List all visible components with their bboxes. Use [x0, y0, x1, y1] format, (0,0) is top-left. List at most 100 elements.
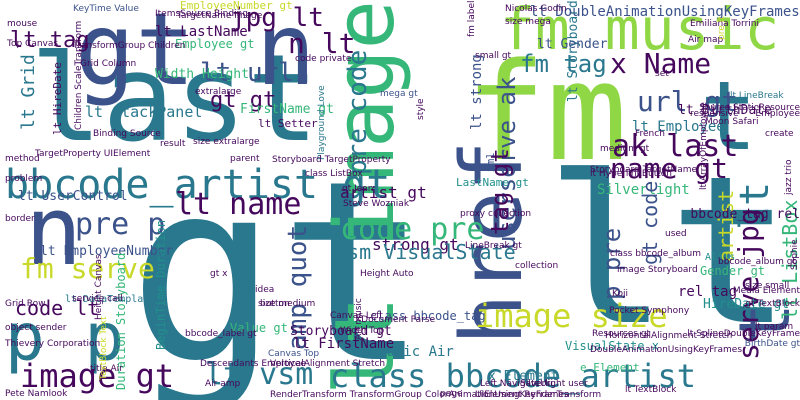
cloud-word: bbcode_album gt: [718, 257, 796, 267]
cloud-word: gt Jean: [342, 184, 374, 194]
cloud-word: idea: [255, 285, 275, 295]
cloud-word: TargetName image: [177, 11, 263, 21]
cloud-word: set: [655, 69, 669, 79]
cloud-word: xml: [484, 152, 497, 172]
cloud-word: mouse: [7, 19, 38, 29]
cloud-word: lt ArrayOfEmployee: [699, 102, 709, 190]
cloud-word: lt StackPanel: [85, 103, 203, 121]
cloud-word: Resources gt: [592, 329, 651, 339]
cloud-word: fm music: [500, 0, 780, 63]
cloud-word: Binding Source: [93, 129, 161, 139]
cloud-word: size medium: [258, 299, 316, 309]
cloud-word: title Air: [90, 364, 123, 374]
cloud-word: lt BirthDate: [678, 103, 772, 118]
cloud-word: page: [440, 389, 463, 399]
cloud-word: object sender: [5, 323, 67, 333]
cloud-word: responsive: [690, 109, 739, 119]
cloud-word: gt n: [75, 0, 316, 108]
cloud-word: lt EmployeeNumber: [40, 244, 174, 259]
cloud-word: UIElement RenderTransform: [475, 390, 602, 400]
cloud-word: Top Canvas: [7, 39, 59, 49]
cloud-word: service call: [72, 294, 123, 304]
cloud-word: music Air: [378, 344, 454, 360]
cloud-word: fm label: [467, 0, 477, 37]
cloud-word: Grid Row: [5, 299, 46, 309]
cloud-word: Silverlight: [597, 182, 690, 198]
cloud-word: gt gt: [210, 88, 277, 113]
cloud-word: Pocket Symphony: [609, 306, 690, 316]
cloud-word: Children ScaleTransform: [74, 20, 84, 130]
cloud-word: button: [260, 299, 290, 309]
cloud-word: t: [700, 62, 758, 172]
cloud-word: LineBreak gt: [465, 241, 522, 251]
cloud-word: lt LastName: [155, 24, 248, 40]
cloud-word: lt DataTemplate: [65, 294, 156, 305]
cloud-word: RenderTransform TransformGroup: [270, 390, 422, 400]
cloud-word: extralarge: [195, 87, 242, 97]
cloud-word: lt HyperlinkButton: [590, 169, 672, 179]
cloud-word: Playground Love: [317, 85, 327, 160]
cloud-word: Steve Wozniak: [343, 199, 410, 209]
cloud-word: strong gt: [372, 235, 459, 254]
cloud-word: Koji: [612, 289, 628, 299]
cloud-word: rel tag: [678, 284, 738, 300]
cloud-word: lt HireDate: [51, 62, 64, 135]
cloud-word: method: [5, 154, 40, 164]
cloud-word: LastName gt: [456, 176, 529, 189]
cloud-word: gt: [128, 127, 430, 400]
cloud-word: pre lt: [717, 16, 727, 40]
cloud-word: Emiliana Torrini: [690, 19, 759, 29]
cloud-word: proxy collection: [460, 209, 532, 219]
cloud-word: Storyboard TargetProperty: [272, 155, 391, 165]
cloud-word: bbcode_label gt: [185, 329, 257, 339]
cloud-word: Descendants Employee: [200, 359, 306, 369]
cloud-word: VisualState x: [565, 339, 659, 353]
cloud-word: result: [160, 139, 186, 149]
cloud-word: Storyboard TargetName: [590, 165, 698, 175]
cloud-word: lt Employee: [632, 119, 725, 135]
cloud-word: TransformGroup Children: [73, 41, 186, 51]
cloud-word: pre p: [75, 207, 166, 242]
cloud-word: e Element: [580, 361, 640, 374]
cloud-word: lt url: [200, 58, 294, 88]
cloud-word: Media Element: [732, 286, 800, 296]
cloud-word: Gender gt: [700, 264, 766, 278]
cloud-word: style: [416, 98, 426, 120]
cloud-word: n lt: [288, 27, 356, 60]
cloud-word: jpg lt: [230, 3, 324, 33]
cloud-word: x Element: [488, 369, 559, 384]
cloud-word: class bbcode_tag: [370, 309, 486, 323]
cloud-word: bbcode_tag rel: [690, 207, 800, 222]
cloud-word: Employee gt: [175, 37, 255, 51]
cloud-word: Canvas Left: [330, 311, 383, 321]
cloud-word: BeginTime Duration: [154, 219, 168, 350]
cloud-word: Alias: [705, 252, 736, 263]
cloud-word: Width Height: [155, 67, 249, 82]
cloud-word: border: [5, 214, 35, 224]
cloud-word: Nicolas Godin: [505, 4, 567, 14]
cloud-word: lt: [545, 133, 792, 371]
cloud-word: parent: [230, 154, 260, 164]
cloud-word: class ListBox: [305, 169, 363, 179]
cloud-word: lt Setter: [258, 117, 318, 130]
cloud-word: lt TextBlock: [625, 385, 677, 395]
cloud-word: code lt: [15, 296, 100, 320]
cloud-word: XDocument Parse: [355, 315, 436, 325]
cloud-word: artist gt: [340, 183, 427, 202]
cloud-word: url gt: [637, 85, 739, 118]
cloud-word: lt Gender: [537, 37, 608, 52]
cloud-word: vsm VisualState: [335, 240, 516, 264]
cloud-word: gt x: [210, 269, 228, 279]
cloud-word: class bbcode_album: [610, 249, 702, 259]
cloud-word: Height Canvas: [94, 254, 104, 320]
cloud-word: ak last: [612, 129, 739, 164]
cloud-word: last: [30, 30, 319, 169]
cloud-word: Canvas Top: [268, 349, 320, 359]
cloud-word: fm: [465, 34, 628, 191]
cloud-word: used: [665, 229, 687, 239]
cloud-word: Sophie: [790, 239, 800, 270]
cloud-word: code private: [295, 54, 352, 64]
cloud-word: fm serve: [20, 252, 155, 285]
cloud-word: Employee: [755, 109, 800, 119]
